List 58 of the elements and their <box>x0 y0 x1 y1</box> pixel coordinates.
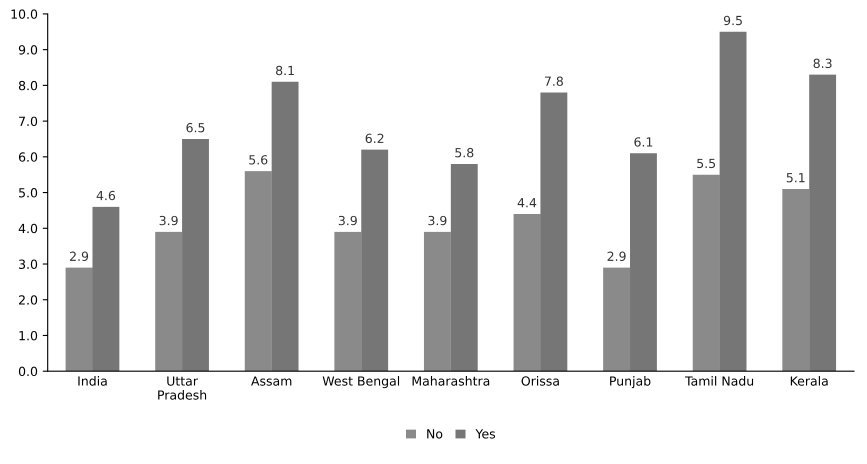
data-label: 6.1 <box>634 137 652 147</box>
bar <box>66 268 92 372</box>
data-label: 3.9 <box>428 216 446 226</box>
bar <box>424 232 451 372</box>
data-label: 5.5 <box>697 158 716 168</box>
data-label: 4.4 <box>518 198 536 208</box>
x-tick-label: Punjab <box>610 376 650 388</box>
data-label: 6.2 <box>366 134 384 144</box>
y-tick-label: 6.0 <box>18 152 38 162</box>
y-tick-label: 2.0 <box>19 295 38 305</box>
data-label: 4.6 <box>96 190 116 200</box>
y-tick-label: 0.0 <box>18 366 38 376</box>
data-label: 7.8 <box>544 76 563 86</box>
data-label: 8.3 <box>814 58 832 68</box>
x-tick-label: Uttar Pradesh <box>158 376 206 400</box>
bar <box>514 214 540 372</box>
data-label: 6.5 <box>186 122 204 132</box>
y-tick-label: 3.0 <box>19 259 38 269</box>
x-tick-label: Tamil Nadu <box>684 376 754 386</box>
bar <box>361 150 388 372</box>
x-tick-label: India <box>78 376 107 386</box>
bar <box>540 92 568 372</box>
bar <box>450 164 478 372</box>
bar <box>334 232 362 372</box>
bar <box>809 74 836 372</box>
data-label: 2.9 <box>70 252 88 261</box>
bar <box>782 188 810 372</box>
x-tick-label: Orissa <box>522 376 559 386</box>
data-label: 9.5 <box>724 16 742 26</box>
bar <box>630 153 657 372</box>
legend-label: Yes <box>475 429 496 439</box>
y-tick-label: 7.0 <box>19 116 38 126</box>
legend-label: No <box>427 429 442 439</box>
data-label: 3.9 <box>338 216 357 226</box>
bar <box>603 268 630 372</box>
bar <box>155 232 182 372</box>
bar <box>272 82 299 372</box>
bar <box>92 206 120 372</box>
data-label: 5.8 <box>455 148 474 158</box>
data-label: 5.6 <box>249 155 268 165</box>
y-tick-label: 10.0 <box>12 9 38 19</box>
bar <box>692 174 720 372</box>
data-label: 8.1 <box>276 66 294 76</box>
x-tick-label: Maharashtra <box>412 376 490 386</box>
x-tick-label: Kerala <box>790 376 828 386</box>
y-tick-label: 8.0 <box>18 80 38 90</box>
x-tick-label: West Bengal <box>322 376 400 388</box>
y-tick-label: 9.0 <box>18 45 38 55</box>
data-label: 3.9 <box>160 216 178 226</box>
bar <box>720 32 746 372</box>
y-tick-label: 5.0 <box>19 188 38 198</box>
x-tick-label: Assam <box>251 376 292 386</box>
y-tick-label: 1.0 <box>19 330 38 340</box>
bar <box>182 138 209 372</box>
data-label: 2.9 <box>608 252 626 261</box>
data-label: 5.1 <box>786 173 805 182</box>
bar <box>244 171 272 372</box>
y-tick-label: 4.0 <box>18 224 38 234</box>
